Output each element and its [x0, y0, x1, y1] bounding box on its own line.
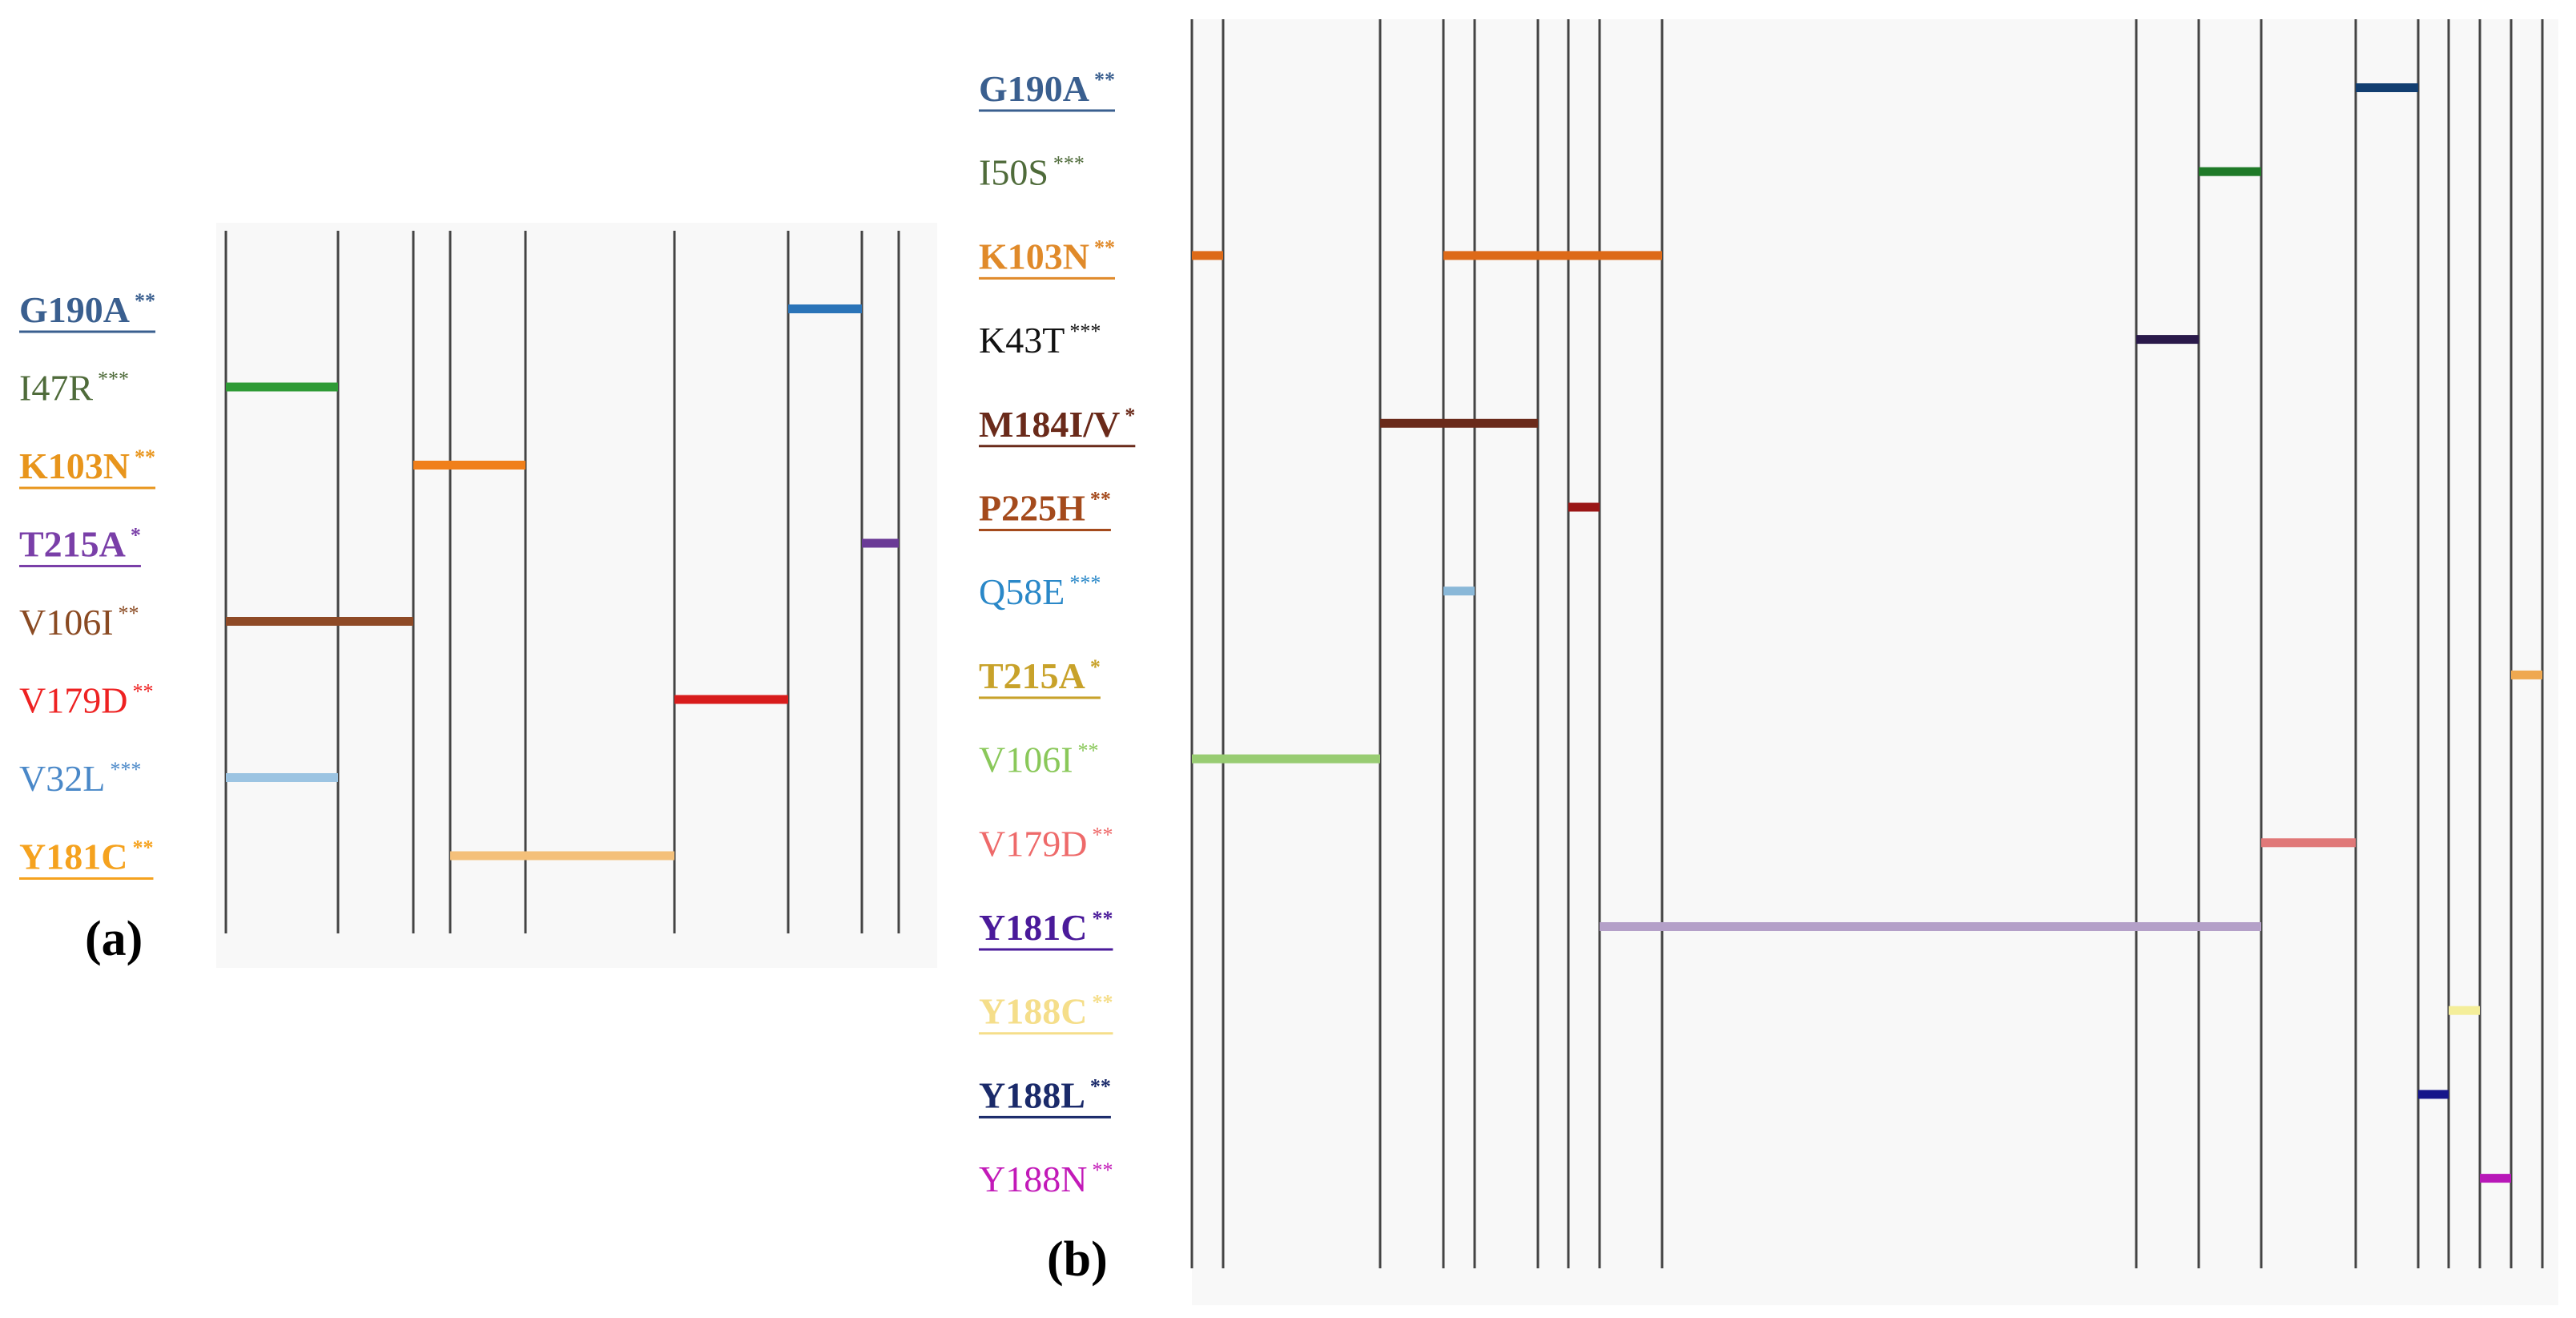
- significance-stars: ***: [98, 368, 129, 391]
- significance-stars: **: [1090, 1074, 1111, 1098]
- row-label-text: K103N: [979, 236, 1089, 276]
- row-label-text: V32L: [19, 758, 105, 799]
- row-label: P225H **: [979, 488, 1111, 529]
- row-label: I47R ***: [19, 368, 129, 409]
- row-label-text: Q58E: [979, 571, 1065, 612]
- row-label-text: V106I: [979, 740, 1073, 780]
- row-label-text: V106I: [19, 602, 114, 643]
- row-label: T215A *: [979, 655, 1101, 696]
- interval-bar: [788, 304, 862, 313]
- row-label: K43T ***: [979, 320, 1101, 361]
- significance-stars: **: [132, 680, 153, 703]
- row-label: V106I **: [19, 602, 139, 643]
- row-label: M184I/V *: [979, 404, 1135, 445]
- row-label: Y188C **: [979, 991, 1113, 1032]
- row-label-text: G190A: [19, 289, 130, 330]
- row-label: V32L ***: [19, 758, 141, 799]
- row-label: G190A **: [979, 68, 1115, 109]
- interval-bar: [2356, 83, 2418, 92]
- row-label: Y188N **: [979, 1159, 1113, 1199]
- panel-b: G190A **I50S ***K103N **K43T ***M184I/V *P225…: [979, 19, 2558, 1305]
- interval-bar: [1443, 251, 1662, 260]
- panel-a-tag: (a): [85, 912, 143, 966]
- row-label: V179D **: [979, 823, 1113, 864]
- significance-stars: ***: [1069, 571, 1101, 595]
- significance-stars: **: [135, 445, 155, 469]
- significance-stars: **: [1092, 823, 1113, 846]
- interval-bar: [450, 851, 674, 861]
- interval-bar: [226, 382, 338, 392]
- significance-stars: ***: [110, 758, 141, 781]
- row-label-text: I47R: [19, 368, 93, 409]
- row-label: G190A **: [19, 289, 155, 330]
- significance-stars: **: [1092, 907, 1113, 930]
- interval-bar: [1192, 754, 1380, 764]
- interval-bar: [2449, 1006, 2480, 1015]
- interval-bar: [1443, 586, 1475, 596]
- significance-stars: ***: [1069, 320, 1101, 343]
- significance-stars: **: [135, 289, 155, 312]
- row-label: V106I **: [979, 740, 1099, 780]
- plot-background: [216, 223, 937, 968]
- row-label: Y181C **: [979, 907, 1113, 948]
- interval-bar: [2136, 335, 2199, 345]
- significance-stars: **: [119, 602, 139, 625]
- significance-stars: **: [1078, 740, 1099, 763]
- row-label-text: M184I/V: [979, 404, 1120, 445]
- row-label: K103N **: [979, 236, 1115, 276]
- interval-bar: [1600, 922, 2261, 931]
- significance-stars: **: [1094, 236, 1115, 259]
- row-label-text: T215A: [979, 655, 1085, 696]
- significance-stars: **: [1090, 488, 1111, 511]
- significance-stars: **: [1092, 1159, 1113, 1182]
- row-label-text: I50S: [979, 152, 1049, 193]
- row-label: T215A *: [19, 524, 141, 565]
- row-label-text: V179D: [979, 823, 1087, 864]
- row-label: Y181C **: [19, 836, 153, 877]
- interval-bar: [862, 538, 899, 548]
- row-label: K103N **: [19, 445, 155, 486]
- significance-stars: **: [1094, 68, 1115, 91]
- interval-bar: [1568, 502, 1600, 512]
- interval-bar: [2199, 167, 2261, 176]
- plot-background: [1192, 19, 2558, 1305]
- interval-bar: [413, 461, 525, 470]
- interval-bar: [2418, 1090, 2449, 1099]
- interval-bar: [1192, 251, 1223, 260]
- row-label: V179D **: [19, 680, 153, 721]
- row-label-text: T215A: [19, 524, 126, 565]
- row-label-text: Y181C: [979, 907, 1087, 948]
- row-label-text: Y188C: [979, 991, 1087, 1032]
- interval-bar: [2511, 670, 2542, 679]
- row-label: I50S ***: [979, 152, 1085, 193]
- significance-stars: **: [1092, 991, 1113, 1014]
- panel-b-tag: (b): [1047, 1232, 1108, 1287]
- row-label-text: Y188N: [979, 1159, 1087, 1199]
- row-label-text: G190A: [979, 68, 1089, 109]
- row-label: Q58E ***: [979, 571, 1101, 612]
- interval-bar: [2261, 838, 2356, 848]
- row-label-text: V179D: [19, 680, 127, 721]
- significance-stars: *: [1125, 404, 1135, 427]
- significance-stars: *: [1090, 655, 1101, 679]
- panel-a: G190A **I47R ***K103N **T215A *V106I **V179D *…: [19, 223, 937, 968]
- interval-bar: [226, 617, 413, 626]
- row-label-text: K43T: [979, 320, 1065, 361]
- row-label-text: Y188L: [979, 1074, 1085, 1115]
- significance-stars: ***: [1053, 152, 1085, 175]
- interval-bar: [226, 773, 338, 782]
- row-label-text: Y181C: [19, 836, 127, 877]
- significance-stars: *: [131, 524, 141, 547]
- row-label-text: K103N: [19, 445, 130, 486]
- interval-bar: [1380, 418, 1538, 428]
- interval-bar: [674, 695, 788, 704]
- interval-bar: [2480, 1174, 2511, 1183]
- row-label: Y188L **: [979, 1074, 1111, 1115]
- row-label-text: P225H: [979, 488, 1085, 529]
- significance-stars: **: [132, 836, 153, 860]
